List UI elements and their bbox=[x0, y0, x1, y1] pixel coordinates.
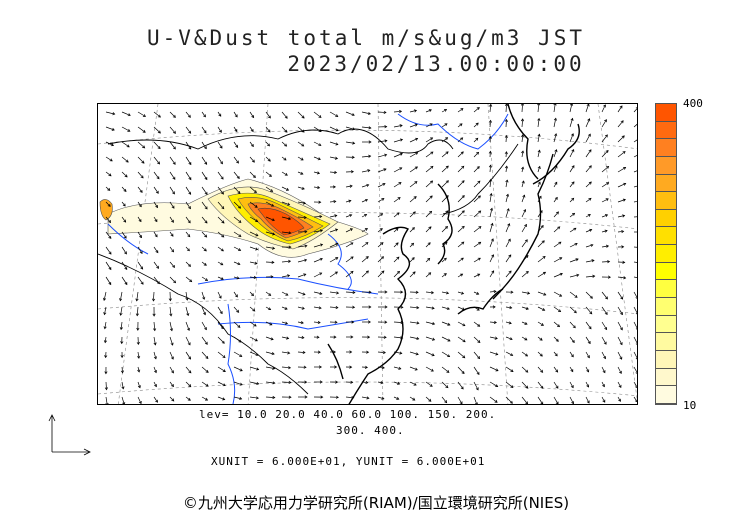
levels-line2: 300. 400. bbox=[336, 424, 405, 437]
rivers bbox=[107, 113, 509, 404]
dust-plume bbox=[99, 178, 369, 258]
colorbar-segment bbox=[656, 262, 676, 281]
colorbar-segment bbox=[656, 315, 676, 334]
reference-vector-icon bbox=[48, 414, 91, 456]
colorbar-segment bbox=[656, 245, 676, 263]
borders bbox=[98, 128, 519, 395]
map-title: U-V&Dust total m/s&ug/m3 JST bbox=[146, 26, 585, 50]
colorbar-segment bbox=[656, 104, 676, 122]
coastlines bbox=[327, 104, 580, 404]
colorbar-segment bbox=[656, 280, 676, 299]
levels-line1: lev= 10.0 20.0 40.0 60.0 100. 150. 200. bbox=[199, 408, 497, 421]
colorbar-segment bbox=[656, 298, 676, 316]
wind-vectors bbox=[102, 104, 637, 404]
colorbar-segment bbox=[656, 350, 676, 369]
colorbar-segment bbox=[656, 139, 676, 157]
dust-map bbox=[97, 103, 638, 405]
colorbar-segment bbox=[656, 174, 676, 193]
graticule bbox=[98, 104, 637, 404]
colorbar bbox=[655, 103, 677, 405]
colorbar-segment bbox=[656, 227, 676, 246]
colorbar-segment bbox=[656, 121, 676, 140]
units-text: XUNIT = 6.000E+01, YUNIT = 6.000E+01 bbox=[211, 455, 486, 468]
colorbar-segment bbox=[656, 192, 676, 210]
copyright: ©九州大学応用力学研究所(RIAM)/国立環境研究所(NIES) bbox=[182, 494, 570, 512]
map-canvas bbox=[98, 104, 637, 404]
colorbar-max-label: 400 bbox=[683, 97, 703, 110]
colorbar-min-label: 10 bbox=[683, 399, 697, 412]
colorbar-segment bbox=[656, 368, 676, 387]
map-timestamp: 2023/02/13.00:00:00 bbox=[287, 52, 585, 76]
colorbar-segment bbox=[656, 386, 676, 404]
colorbar-segment bbox=[656, 156, 676, 175]
colorbar-segment bbox=[656, 209, 676, 228]
colorbar-segment bbox=[656, 333, 676, 351]
